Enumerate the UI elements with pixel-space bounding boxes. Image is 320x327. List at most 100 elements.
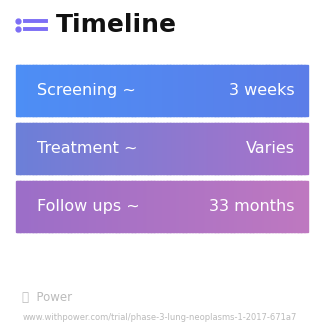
Bar (297, 181, 299, 232)
Bar (121, 65, 123, 116)
Bar (71, 123, 73, 174)
Bar (258, 123, 260, 174)
Bar (140, 65, 142, 116)
Bar (178, 123, 180, 174)
Bar (278, 65, 280, 116)
Bar (287, 181, 289, 232)
Bar (102, 65, 104, 116)
Bar (247, 181, 250, 232)
Bar (175, 181, 177, 232)
Bar (196, 181, 199, 232)
Bar (304, 65, 306, 116)
Bar (141, 65, 143, 116)
Bar (191, 181, 193, 232)
Bar (256, 65, 258, 116)
Bar (121, 181, 123, 232)
Bar (303, 123, 305, 174)
Bar (34, 123, 36, 174)
Bar (162, 65, 164, 116)
Bar (80, 181, 82, 232)
Bar (52, 65, 54, 116)
Bar (122, 123, 124, 174)
Bar (95, 181, 97, 232)
Bar (208, 181, 210, 232)
Bar (125, 181, 127, 232)
Bar (212, 123, 215, 174)
Bar (82, 65, 84, 116)
Bar (26, 65, 28, 116)
Bar (260, 181, 263, 232)
Bar (269, 181, 271, 232)
Bar (143, 65, 145, 116)
Bar (138, 181, 140, 232)
Bar (68, 123, 70, 174)
Bar (172, 65, 174, 116)
Bar (42, 65, 44, 116)
Bar (246, 65, 248, 116)
Bar (223, 181, 225, 232)
Bar (148, 181, 151, 232)
Bar (272, 65, 274, 116)
Bar (151, 65, 154, 116)
Bar (105, 181, 107, 232)
Bar (160, 65, 162, 116)
Bar (256, 65, 258, 116)
Bar (198, 181, 200, 232)
Bar (182, 65, 184, 116)
Bar (276, 65, 279, 116)
Bar (18, 181, 20, 232)
Bar (146, 65, 148, 116)
Bar (148, 65, 151, 116)
Bar (258, 181, 260, 232)
Bar (246, 123, 248, 174)
Bar (170, 123, 172, 174)
Bar (179, 123, 181, 174)
Bar (220, 123, 222, 174)
Bar (284, 181, 286, 232)
Bar (105, 65, 107, 116)
Bar (63, 65, 65, 116)
Bar (50, 123, 52, 174)
Bar (227, 181, 229, 232)
Bar (167, 65, 170, 116)
Bar (159, 65, 161, 116)
Bar (252, 181, 254, 232)
Bar (259, 123, 261, 174)
Bar (51, 181, 53, 232)
Bar (253, 65, 255, 116)
Bar (260, 181, 263, 232)
Bar (272, 181, 274, 232)
Bar (215, 65, 218, 116)
Bar (214, 65, 216, 116)
Bar (61, 65, 63, 116)
Bar (211, 181, 213, 232)
Bar (236, 65, 238, 116)
Bar (146, 65, 148, 116)
Bar (36, 123, 38, 174)
Bar (92, 181, 94, 232)
Bar (71, 65, 73, 116)
Bar (202, 181, 204, 232)
Bar (16, 65, 18, 116)
Bar (42, 181, 44, 232)
Bar (306, 123, 308, 174)
Bar (199, 181, 202, 232)
Bar (233, 181, 235, 232)
Bar (154, 123, 156, 174)
Bar (128, 65, 130, 116)
Bar (151, 123, 154, 174)
Bar (224, 123, 226, 174)
Bar (77, 65, 79, 116)
Bar (115, 181, 117, 232)
Bar (180, 181, 183, 232)
Bar (54, 123, 56, 174)
Bar (211, 65, 213, 116)
Bar (137, 123, 139, 174)
Bar (180, 65, 183, 116)
Bar (153, 123, 155, 174)
Bar (268, 181, 270, 232)
Bar (118, 65, 120, 116)
Bar (109, 181, 111, 232)
Bar (109, 181, 111, 232)
Bar (58, 65, 60, 116)
